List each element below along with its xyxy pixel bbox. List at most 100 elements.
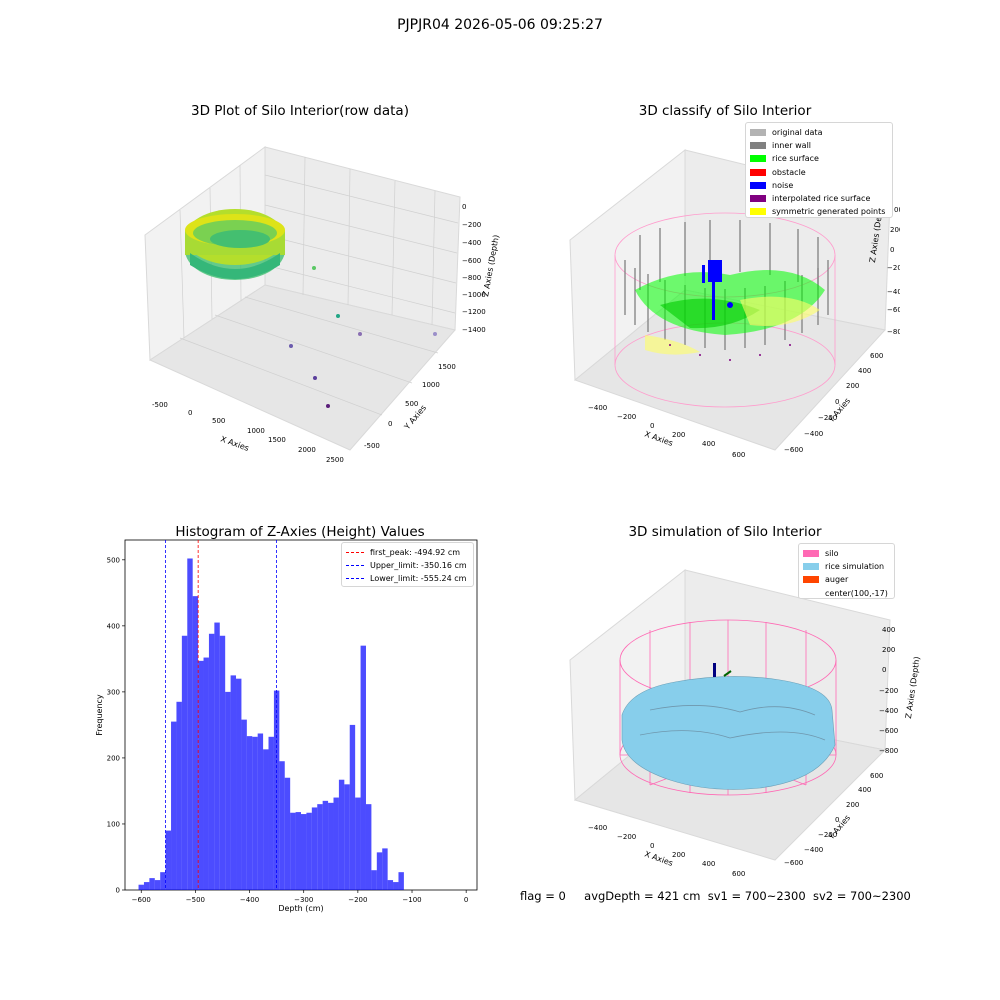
simulation-y-ticks: −600 −400 −200 0 200 400 600 — [784, 772, 883, 867]
histogram-bar — [214, 622, 220, 890]
histogram-ytick-label: 500 — [107, 556, 120, 564]
histogram-ytick-label: 400 — [107, 622, 120, 630]
classify-legend-swatch — [750, 195, 766, 203]
raw-ytick: 1500 — [438, 363, 456, 371]
figure-title: PJPJR04 2026-05-06 09:25:27 — [397, 17, 603, 33]
histogram-bar — [290, 812, 296, 890]
histogram-ytick-label: 100 — [107, 820, 120, 828]
histogram-bar — [295, 812, 301, 890]
simulation-xtick: 200 — [672, 851, 685, 859]
raw-ztick: −1200 — [462, 308, 486, 316]
histogram-bar — [393, 882, 399, 890]
histogram-bar — [160, 872, 166, 890]
histogram-bar — [382, 848, 388, 890]
histogram-xtick-label: −300 — [294, 896, 313, 904]
simulation-x-axis-label: X Axies — [643, 849, 674, 868]
simulation-z-axis-label: Z Axies (Depth) — [904, 655, 922, 720]
classify-ytick: −400 — [804, 430, 823, 438]
classify-legend-swatch — [750, 142, 766, 150]
raw-xtick: 0 — [188, 409, 192, 417]
histogram-bar — [252, 736, 258, 890]
classify-xtick: −200 — [617, 413, 636, 421]
simulation-legend-item: center(100,-17) — [803, 587, 890, 600]
histogram-bar — [355, 797, 361, 890]
simulation-ytick: 200 — [846, 801, 859, 809]
simulation-legend-swatch — [803, 550, 819, 558]
classify-ytick: −200 — [818, 414, 837, 422]
histogram-bar — [301, 814, 307, 890]
histogram-legend-item: first_peak: -494.92 cm — [346, 546, 469, 559]
classify-symmetric-points — [645, 296, 820, 355]
classify-legend-label: rice surface — [772, 154, 819, 164]
histogram-bar — [349, 724, 356, 890]
histogram-legend-label: Upper_limit: -350.16 cm — [370, 561, 467, 570]
simulation-ztick: 0 — [882, 666, 886, 674]
histogram-legend-item: Lower_limit: -555.24 cm — [346, 572, 469, 585]
classify-ytick: 600 — [870, 352, 883, 360]
simulation-3d-plot: −400 −200 0 200 400 600 X Axies −600 −40… — [569, 568, 898, 878]
simulation-legend-swatch — [803, 590, 819, 597]
histogram-bar — [176, 701, 182, 890]
classify-legend-label: original data — [772, 128, 823, 138]
simulation-ztick: 200 — [882, 646, 895, 654]
raw-ztick: −800 — [462, 274, 481, 282]
classify-legend-label: noise — [772, 180, 794, 190]
histogram-xtick-label: −100 — [402, 896, 421, 904]
classify-legend-label: obstacle — [772, 167, 806, 177]
status-flag: flag = 0 — [520, 889, 566, 903]
classify-legend-label: inner wall — [772, 141, 812, 151]
raw-xtick: -500 — [152, 401, 168, 409]
raw-ztick: −600 — [462, 257, 481, 265]
histogram-bar — [338, 779, 345, 890]
histogram-xtick-label: −200 — [348, 896, 367, 904]
histogram-bar — [317, 804, 323, 890]
histogram-ytick-label: 200 — [107, 754, 120, 762]
histogram-bar — [360, 645, 366, 890]
histogram-bar — [165, 830, 172, 890]
histogram-legend-swatch — [346, 565, 364, 566]
classify-ytick: −600 — [784, 446, 803, 454]
simulation-legend-item: auger — [803, 573, 890, 586]
histogram-bar — [306, 812, 312, 890]
simulation-xtick: 0 — [650, 842, 654, 850]
simulation-legend-label: silo — [825, 549, 839, 559]
histogram-bar — [257, 733, 264, 890]
simulation-ztick: −800 — [879, 747, 898, 755]
simulation-ztick: −200 — [879, 687, 898, 695]
histogram-xtick-label: −400 — [240, 896, 259, 904]
raw-z-axis-label: Z Axies (Depth) — [481, 234, 501, 297]
histogram-bar — [181, 635, 188, 890]
simulation-ztick: 400 — [882, 626, 895, 634]
raw-ytick: -500 — [364, 442, 380, 450]
classify-legend-label: symmetric generated points — [772, 207, 886, 217]
histogram-bar — [376, 852, 383, 890]
simulation-legend-item: rice simulation — [803, 560, 890, 573]
histogram-bar — [149, 878, 155, 890]
histogram-legend-swatch — [346, 552, 364, 553]
raw-floor-pane — [148, 284, 456, 451]
raw-x-axis-label: X Axies — [219, 434, 250, 453]
histogram-bar — [138, 884, 144, 890]
histogram-title: Histogram of Z-Axies (Height) Values — [175, 524, 425, 540]
raw-ztick: −400 — [462, 239, 481, 247]
classify-xtick: 200 — [672, 431, 685, 439]
histogram-bar — [171, 721, 177, 890]
raw-x-ticks: -500 0 500 1000 1500 2000 2500 — [152, 401, 344, 464]
histogram-legend: first_peak: -494.92 cm Upper_limit: -350.… — [341, 542, 474, 587]
classify-ztick: 200 — [890, 226, 900, 234]
simulation-ytick: 0 — [835, 816, 839, 824]
status-line: flag = 0 avgDepth = 421 cm sv1 = 700~230… — [520, 889, 911, 903]
classify-xtick: 600 — [732, 451, 745, 459]
histogram-legend-item: Upper_limit: -350.16 cm — [346, 559, 469, 572]
histogram-x-axis-label: Depth (cm) — [278, 904, 323, 913]
classify-legend-item: obstacle — [750, 166, 888, 179]
histogram-bar — [203, 657, 209, 890]
histogram-bar — [241, 719, 247, 890]
raw-outlier-points — [289, 266, 437, 408]
classify-ytick: 400 — [858, 367, 871, 375]
classify-legend-swatch — [750, 181, 766, 189]
histogram-legend-label: Lower_limit: -555.24 cm — [370, 574, 467, 583]
simulation-legend-swatch — [803, 563, 819, 571]
simulation-legend-swatch — [803, 576, 819, 584]
simulation-ytick: −400 — [804, 846, 823, 854]
